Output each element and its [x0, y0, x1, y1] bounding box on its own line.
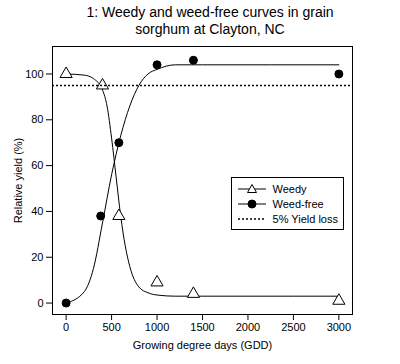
svg-text:20: 20 — [31, 251, 43, 263]
html-text:5% Yield loss: 5% Yield loss — [272, 212, 338, 225]
svg-text:1500: 1500 — [190, 321, 214, 333]
html-text:Weedy: Weedy — [272, 182, 307, 195]
svg-text:80: 80 — [31, 113, 43, 125]
svg-text:2500: 2500 — [281, 321, 305, 333]
svg-text:1000: 1000 — [145, 321, 169, 333]
svg-text:40: 40 — [31, 205, 43, 217]
svg-text:0: 0 — [63, 321, 69, 333]
svg-text:100: 100 — [25, 68, 43, 80]
html-text:1: Weedy and weed-free curves: 1: Weedy and weed-free curves in grain s… — [86, 4, 334, 37]
svg-text:60: 60 — [31, 159, 43, 171]
svg-text:2000: 2000 — [236, 321, 260, 333]
html-text:Weed-free: Weed-free — [272, 197, 324, 210]
svg-text:Growing degree days (GDD): Growing degree days (GDD) — [133, 339, 272, 351]
svg-text:Relative yield (%): Relative yield (%) — [12, 138, 24, 224]
svg-text:500: 500 — [102, 321, 120, 333]
svg-text:0: 0 — [37, 297, 43, 309]
svg-text:3000: 3000 — [327, 321, 351, 333]
